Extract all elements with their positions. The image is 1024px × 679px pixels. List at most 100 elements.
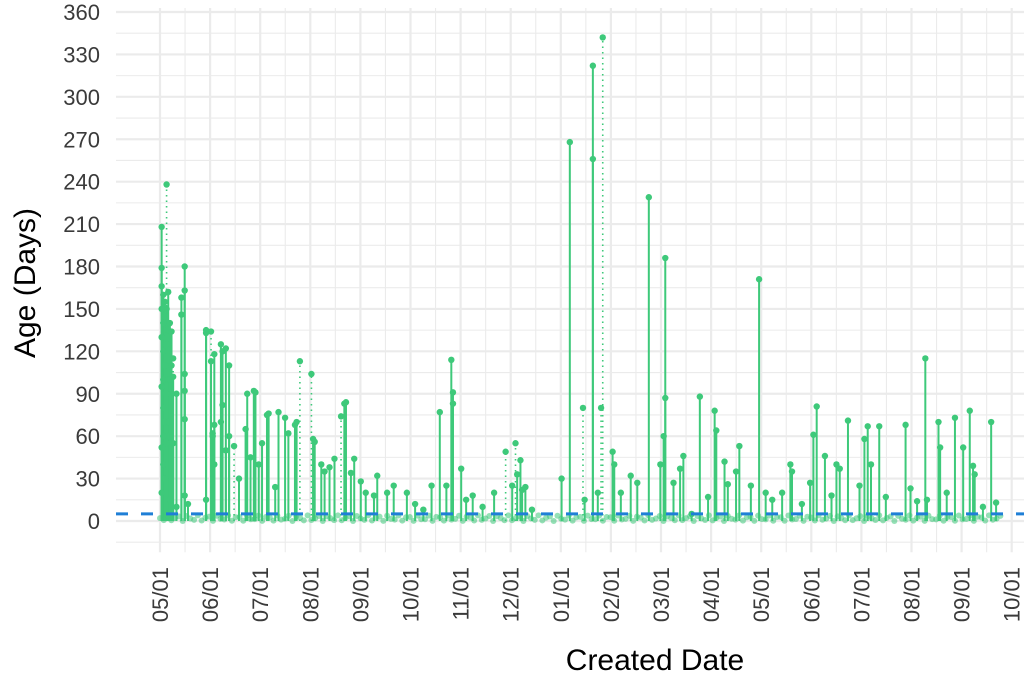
data-point bbox=[161, 312, 169, 320]
data-point bbox=[589, 62, 597, 69]
data-point bbox=[778, 489, 786, 496]
data-point bbox=[165, 418, 172, 426]
data-point bbox=[222, 447, 230, 454]
x-tick-label: 04/01 bbox=[699, 567, 724, 622]
data-point bbox=[252, 389, 259, 396]
data-point bbox=[191, 516, 198, 523]
data-point bbox=[906, 512, 913, 519]
data-point bbox=[589, 155, 597, 163]
data-point bbox=[160, 517, 167, 524]
data-point bbox=[922, 355, 929, 362]
data-point bbox=[217, 341, 225, 348]
data-point bbox=[406, 513, 413, 520]
data-point bbox=[645, 194, 653, 201]
data-point bbox=[230, 442, 238, 450]
data-point bbox=[236, 513, 243, 520]
data-point bbox=[705, 512, 712, 519]
data-point bbox=[986, 512, 993, 519]
x-tick-label: 11/01 bbox=[449, 567, 474, 620]
data-point bbox=[161, 362, 169, 369]
data-point bbox=[502, 448, 509, 455]
data-point bbox=[907, 485, 914, 492]
data-point bbox=[421, 516, 428, 523]
data-point bbox=[680, 452, 687, 460]
data-point bbox=[169, 355, 177, 362]
data-point bbox=[788, 468, 796, 475]
data-point bbox=[258, 440, 266, 447]
data-point bbox=[751, 517, 758, 524]
data-point bbox=[160, 461, 167, 468]
data-point bbox=[982, 517, 989, 524]
data-point bbox=[992, 499, 1000, 506]
data-point bbox=[247, 454, 254, 461]
data-point bbox=[821, 452, 829, 460]
data-point bbox=[304, 512, 311, 519]
data-point bbox=[169, 373, 177, 380]
data-point bbox=[921, 517, 928, 524]
data-point bbox=[660, 517, 667, 524]
data-point bbox=[861, 517, 868, 524]
data-point bbox=[966, 407, 973, 414]
data-point bbox=[160, 404, 167, 412]
data-point bbox=[181, 492, 188, 499]
data-point bbox=[240, 517, 247, 524]
data-point bbox=[856, 482, 863, 489]
data-point bbox=[357, 478, 364, 485]
data-point bbox=[501, 517, 508, 524]
data-point bbox=[225, 432, 233, 440]
data-point bbox=[411, 500, 419, 508]
data-point bbox=[285, 430, 292, 437]
data-point bbox=[535, 512, 542, 519]
data-point bbox=[951, 517, 958, 524]
data-point bbox=[935, 418, 942, 426]
data-point bbox=[520, 517, 527, 524]
data-point bbox=[178, 311, 185, 318]
data-point bbox=[971, 471, 978, 478]
data-point bbox=[830, 517, 837, 524]
y-tick-label: 60 bbox=[76, 424, 100, 449]
data-point bbox=[374, 472, 381, 479]
data-point bbox=[163, 390, 170, 397]
data-point bbox=[732, 516, 739, 523]
data-point bbox=[163, 181, 170, 188]
data-point bbox=[781, 517, 788, 524]
data-point bbox=[281, 414, 289, 421]
data-point bbox=[955, 512, 962, 519]
data-point bbox=[161, 475, 169, 482]
data-point bbox=[221, 516, 228, 523]
data-point bbox=[168, 362, 175, 369]
data-point bbox=[891, 517, 898, 524]
data-point bbox=[630, 517, 637, 524]
x-tick-label: 07/01 bbox=[248, 567, 273, 622]
data-point bbox=[864, 423, 871, 430]
data-point bbox=[181, 287, 188, 294]
data-point bbox=[350, 517, 357, 524]
y-tick-label: 30 bbox=[76, 467, 100, 492]
x-tick-label: 05/01 bbox=[148, 567, 173, 622]
y-tick-label: 120 bbox=[63, 339, 100, 364]
x-tick-label: 12/01 bbox=[499, 567, 524, 622]
data-point bbox=[641, 517, 648, 524]
data-point bbox=[923, 496, 931, 503]
data-point bbox=[158, 489, 165, 496]
data-point bbox=[528, 506, 536, 513]
data-point bbox=[505, 512, 512, 519]
data-point bbox=[244, 390, 251, 397]
y-tick-label: 300 bbox=[63, 85, 100, 110]
data-point bbox=[857, 513, 864, 520]
data-point bbox=[662, 394, 669, 402]
data-point bbox=[163, 341, 170, 348]
x-tick-label: 08/01 bbox=[900, 567, 925, 622]
data-point bbox=[469, 492, 476, 499]
x-axis-title: Created Date bbox=[566, 644, 744, 677]
data-point bbox=[334, 512, 341, 519]
data-point bbox=[933, 516, 940, 523]
data-point bbox=[948, 514, 955, 521]
data-point bbox=[160, 432, 167, 440]
data-point bbox=[370, 492, 378, 499]
data-point bbox=[449, 400, 457, 407]
data-point bbox=[361, 516, 368, 523]
data-point bbox=[713, 427, 720, 434]
data-point bbox=[362, 489, 369, 496]
data-point bbox=[936, 444, 944, 451]
